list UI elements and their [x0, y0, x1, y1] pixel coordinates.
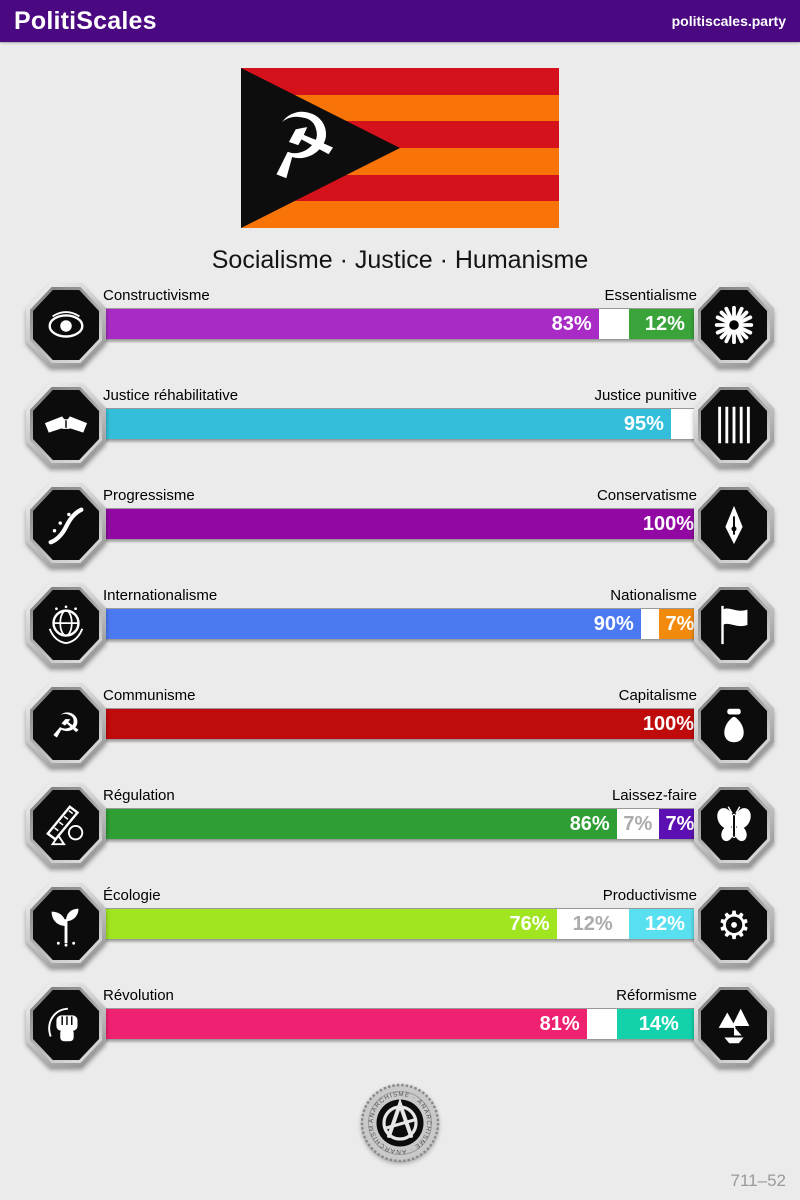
left-percentage: 100% [99, 509, 701, 539]
axis-left-label: Internationalisme [103, 587, 218, 604]
axis-left-label: Constructivisme [103, 287, 210, 304]
axis-right-badge [694, 683, 774, 767]
axis-right-badge [694, 583, 774, 667]
hammer-sickle-icon [43, 702, 89, 748]
gear-icon [711, 902, 757, 948]
axis-right-label: Réformisme [616, 987, 697, 1004]
right-percentage: 12% [628, 309, 701, 339]
eye-icon [43, 302, 89, 348]
axis-center: Internationalisme Nationalisme 90% 7% [98, 581, 702, 640]
left-percentage: 76% [99, 909, 557, 939]
result-slogan: Socialisme · Justice · Humanisme [211, 246, 589, 274]
axis-bar: 81% 14% [98, 1008, 702, 1040]
axis-left-badge [26, 583, 106, 667]
axis-right-label: Laissez-faire [611, 787, 697, 804]
axis-row: Internationalisme Nationalisme 90% 7% [0, 581, 800, 681]
axis-left-badge [26, 383, 106, 467]
axis-center: Constructivisme Essentialisme 83% 12% [98, 281, 702, 340]
axis-left-label: Révolution [103, 987, 174, 1004]
moneybag-icon [711, 702, 757, 748]
pen-icon [711, 502, 757, 548]
header-bar: PolitiScales politiscales.party [0, 0, 800, 42]
boat-icon [711, 1002, 757, 1048]
result-flag: ☭ [241, 68, 559, 229]
axis-row: Justice réhabilitative Justice punitive … [0, 381, 800, 481]
prison-icon [711, 402, 757, 448]
axis-right-label: Justice punitive [594, 387, 697, 404]
site-domain-link[interactable]: politiscales.party [671, 13, 786, 29]
axis-left-label: Progressisme [103, 487, 195, 504]
axis-row: Régulation Laissez-faire 86% 7% 7% [0, 781, 800, 881]
globe-icon [43, 602, 89, 648]
right-percentage: 7% [658, 809, 701, 839]
axis-left-badge [26, 783, 106, 867]
axis-right-badge [694, 783, 774, 867]
axis-row: Progressisme Conservatisme 100% [0, 481, 800, 581]
axis-left-badge [26, 683, 106, 767]
axis-right-badge [694, 983, 774, 1067]
axis-bar: 100% [98, 708, 702, 740]
axis-center: Communisme Capitalisme 100% [98, 681, 702, 740]
axis-left-badge [26, 483, 106, 567]
axis-bar: 90% 7% [98, 608, 702, 640]
axis-right-label: Essentialisme [604, 287, 697, 304]
axis-bar: 100% [98, 508, 702, 540]
handshake-icon [43, 402, 89, 448]
axis-row: Communisme Capitalisme 100% [0, 681, 800, 781]
anarchism-badge: ANARCHISME · ANARCHISME · ANARCHISME · [0, 1083, 800, 1163]
axis-center: Écologie Productivisme 76% 12% 12% [98, 881, 702, 940]
axis-right-badge [694, 483, 774, 567]
right-percentage: 7% [658, 609, 701, 639]
app-title[interactable]: PolitiScales [14, 6, 157, 35]
left-percentage: 81% [99, 1009, 587, 1039]
axis-bar: 83% 12% [98, 308, 702, 340]
axis-bar: 95% [98, 408, 702, 440]
axis-right-badge [694, 883, 774, 967]
axis-center: Progressisme Conservatisme 100% [98, 481, 702, 540]
axis-left-label: Communisme [103, 687, 196, 704]
axis-right-badge [694, 283, 774, 367]
axis-left-badge [26, 283, 106, 367]
neutral-percentage: 12% [556, 909, 629, 939]
left-percentage: 100% [99, 709, 701, 739]
axis-right-label: Nationalisme [610, 587, 697, 604]
axis-row: Constructivisme Essentialisme 83% 12% [0, 281, 800, 381]
axis-left-label: Régulation [103, 787, 175, 804]
axis-right-badge [694, 383, 774, 467]
result-code: 711–52 [730, 1171, 786, 1190]
fist-icon [43, 1002, 89, 1048]
axis-left-label: Écologie [103, 887, 161, 904]
axis-left-badge [26, 883, 106, 967]
axis-row: Révolution Réformisme 81% 14% [0, 981, 800, 1081]
right-percentage: 14% [616, 1009, 701, 1039]
flag-icon [711, 602, 757, 648]
axis-center: Régulation Laissez-faire 86% 7% 7% [98, 781, 702, 840]
sprout-icon [43, 902, 89, 948]
axis-right-label: Conservatisme [596, 487, 697, 504]
wave-icon [43, 502, 89, 548]
neutral-percentage [586, 1009, 617, 1039]
neutral-percentage: 7% [616, 809, 659, 839]
axis-bar: 86% 7% 7% [98, 808, 702, 840]
butterfly-icon [711, 802, 757, 848]
axis-center: Justice réhabilitative Justice punitive … [98, 381, 702, 440]
axes-list: Constructivisme Essentialisme 83% 12% Ju… [0, 281, 800, 1081]
axis-row: Écologie Productivisme 76% 12% 12% [0, 881, 800, 981]
axis-center: Révolution Réformisme 81% 14% [98, 981, 702, 1040]
axis-right-label: Capitalisme [618, 687, 697, 704]
axis-right-label: Productivisme [602, 887, 697, 904]
left-percentage: 95% [99, 409, 671, 439]
axis-left-label: Justice réhabilitative [103, 387, 239, 404]
ruler-icon [43, 802, 89, 848]
neutral-percentage [640, 609, 659, 639]
axis-left-badge [26, 983, 106, 1067]
neutral-percentage [598, 309, 629, 339]
left-percentage: 86% [99, 809, 617, 839]
anarchy-a-icon [382, 1097, 418, 1141]
left-percentage: 90% [99, 609, 641, 639]
left-percentage: 83% [99, 309, 599, 339]
axis-bar: 76% 12% 12% [98, 908, 702, 940]
right-percentage: 12% [628, 909, 701, 939]
flower-icon [711, 302, 757, 348]
